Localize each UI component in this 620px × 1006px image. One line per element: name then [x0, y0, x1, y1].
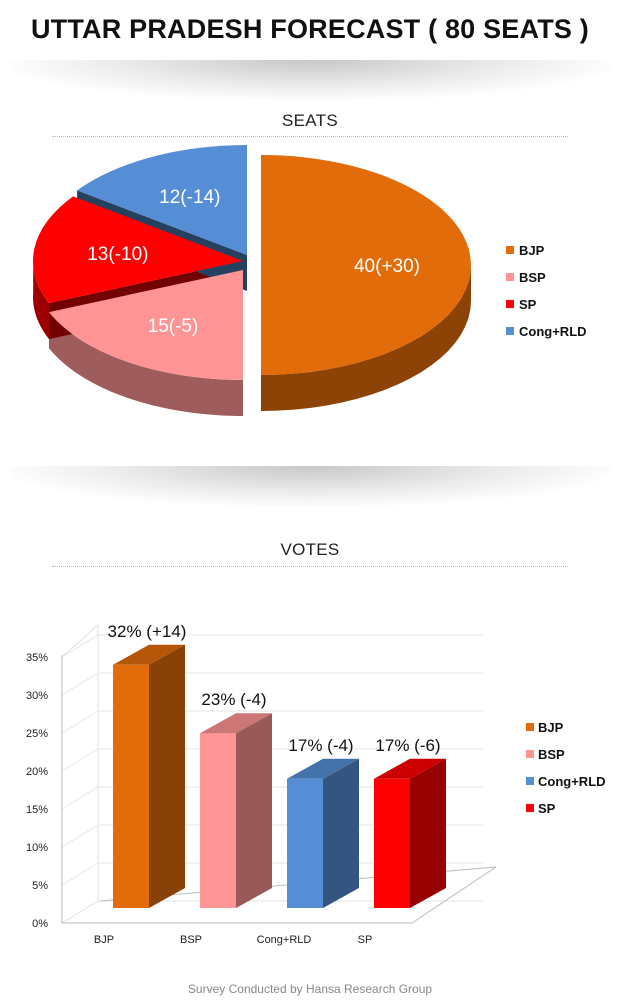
- bar-gridline-side: [61, 748, 99, 772]
- pie-legend-swatch-bjp: [506, 246, 514, 254]
- pie-legend-swatch-sp: [506, 300, 514, 308]
- pie-legend-cong-rld: Cong+RLD: [519, 324, 587, 339]
- pie-label-bsp: 15(-5): [148, 316, 199, 337]
- y-tick-label: 20%: [26, 766, 48, 778]
- x-tick-label-cong-rld: Cong+RLD: [257, 934, 312, 946]
- pie-legend-bsp: BSP: [519, 270, 546, 285]
- bar-bjp: [113, 664, 149, 908]
- footer-credit: Survey Conducted by Hansa Research Group: [187, 982, 433, 996]
- x-tick-label-sp: SP: [358, 934, 373, 946]
- bar-legend-swatch-bjp: [526, 723, 534, 731]
- bar-gridline-side: [61, 900, 99, 924]
- bar-gridline-side: [61, 634, 99, 658]
- pie-slice-bjp: [261, 155, 471, 375]
- bar-legend-cong-rld: Cong+RLD: [538, 774, 606, 789]
- x-tick-label-bjp: BJP: [94, 934, 114, 946]
- bar-gridline-side: [61, 824, 99, 848]
- page-title: UTTAR PRADESH FORECAST ( 80 SEATS ): [30, 14, 590, 44]
- bar-gridline-side: [61, 672, 99, 696]
- pie-legend-bjp: BJP: [519, 243, 545, 258]
- bar-top-bsp: [200, 713, 272, 734]
- pie-legend-sp: SP: [519, 297, 537, 312]
- bar-gridline-side: [61, 710, 99, 734]
- bar-legend-bsp: BSP: [538, 747, 565, 762]
- y-tick-label: 35%: [26, 652, 48, 664]
- bar-value-label-cong-rld: 17% (-4): [288, 736, 353, 755]
- votes-section-label: VOTES: [280, 540, 340, 559]
- bar-legend-swatch-bsp: [526, 750, 534, 758]
- pie-side-bjp: [261, 265, 471, 411]
- pie-legend-swatch-cong-rld: [506, 327, 514, 335]
- bar-side-wall: [61, 623, 99, 924]
- pie-label-sp: 13(-10): [87, 244, 148, 265]
- y-tick-label: 10%: [26, 842, 48, 854]
- pie-label-bjp: 40(+30): [354, 256, 420, 277]
- bar-legend-swatch-cong-rld: [526, 777, 534, 785]
- bar-value-label-sp: 17% (-6): [375, 736, 440, 755]
- bar-legend-swatch-sp: [526, 804, 534, 812]
- bar-side-bsp: [236, 713, 272, 908]
- y-tick-label: 30%: [26, 690, 48, 702]
- bar-gridline-side: [61, 862, 99, 886]
- title-banner: UTTAR PRADESH FORECAST ( 80 SEATS ): [0, 0, 620, 62]
- y-tick-label: 25%: [26, 728, 48, 740]
- bar-side-sp: [410, 758, 446, 908]
- y-tick-label: 0%: [32, 918, 48, 930]
- pie-slice-sp: [33, 196, 244, 304]
- seats-section-label: SEATS: [282, 111, 338, 130]
- y-tick-label: 15%: [26, 804, 48, 816]
- bar-side-cong-rld: [323, 758, 359, 908]
- bar-value-label-bjp: 32% (+14): [108, 622, 187, 641]
- pie-side-sp: [33, 256, 49, 340]
- title-shadow: [10, 60, 610, 100]
- seats-pie-chart: 40(+30) 15(-5) 13(-10) 12(-14) BJP BSP SP Cong+…: [33, 145, 587, 416]
- bar-gridline-side: [61, 786, 99, 810]
- bar-side-bjp: [149, 644, 185, 908]
- votes-divider: [52, 566, 568, 567]
- votes-bar-chart: 0% 5% 10% 15% 20% 25% 30% 35% 32% (+14) BJP 23% (-…: [26, 622, 606, 946]
- pie-legend-swatch-bsp: [506, 273, 514, 281]
- bar-bsp: [200, 733, 236, 908]
- pie-label-cong-rld: 12(-14): [159, 187, 220, 208]
- x-tick-label-bsp: BSP: [180, 934, 202, 946]
- seats-divider: [52, 136, 568, 137]
- pie-side-bsp: [48, 312, 244, 416]
- section-shadow: [10, 466, 610, 506]
- pie-slice-cong-rld: [77, 145, 247, 255]
- pie-slice-bsp: [48, 270, 244, 380]
- bar-top-cong-rld: [287, 758, 359, 779]
- bar-legend-sp: SP: [538, 801, 556, 816]
- bar-top-sp: [374, 758, 446, 779]
- y-tick-label: 5%: [32, 880, 48, 892]
- bar-legend-bjp: BJP: [538, 720, 564, 735]
- bar-sp: [374, 778, 410, 908]
- bar-cong-rld: [287, 778, 323, 908]
- bar-top-bjp: [113, 644, 185, 665]
- bar-value-label-bsp: 23% (-4): [201, 690, 266, 709]
